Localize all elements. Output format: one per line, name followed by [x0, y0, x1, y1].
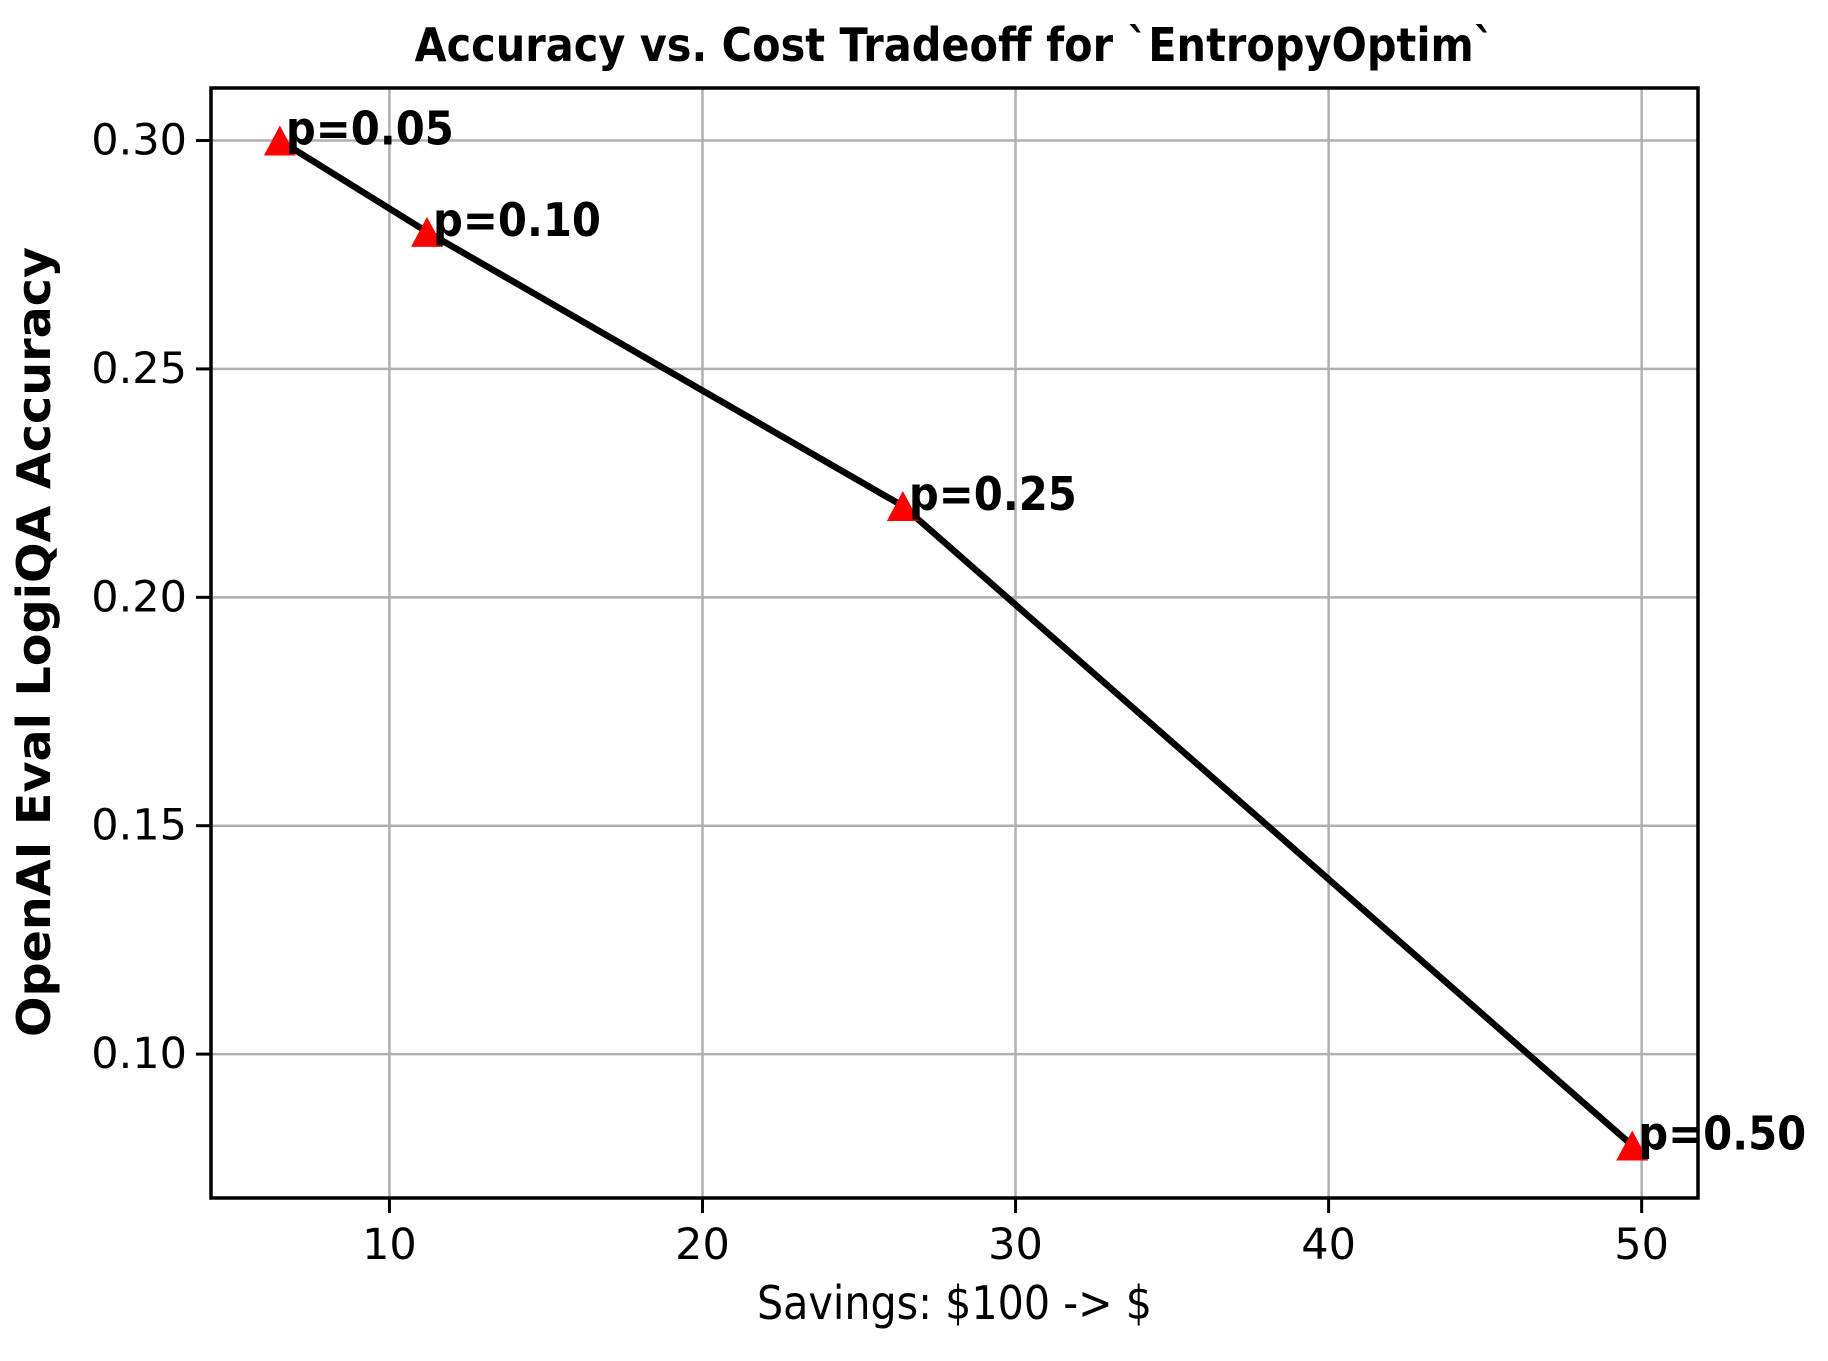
- y-tick-label: 0.10: [91, 1029, 187, 1079]
- grid-layer: [211, 88, 1698, 1198]
- tick-layer: 10 20 30 40 50 0.30 0.25 0.20 0.15 0.10: [91, 116, 1669, 1270]
- y-tick-label: 0.30: [91, 116, 187, 166]
- plot-area-border: [209, 86, 1700, 1200]
- chart-title: Accuracy vs. Cost Tradeoff for `EntropyO…: [415, 18, 1495, 72]
- axes-spines-layer: [209, 86, 1700, 1200]
- y-tick-label: 0.25: [91, 344, 187, 394]
- data-point-marker: [263, 125, 296, 156]
- data-line: [276, 137, 1636, 1149]
- y-tick-label: 0.20: [91, 572, 187, 622]
- x-tick-label: 10: [362, 1220, 417, 1270]
- x-axis-label: Savings: $100 -> $: [757, 1276, 1152, 1330]
- point-annotation: p=0.10: [433, 193, 601, 247]
- annotation-layer: p=0.05 p=0.10 p=0.25 p=0.50: [286, 102, 1806, 1161]
- x-tick-label: 30: [988, 1220, 1043, 1270]
- point-annotation: p=0.50: [1638, 1106, 1806, 1160]
- data-point-marker: [1616, 1130, 1649, 1161]
- x-tick-label: 40: [1301, 1220, 1356, 1270]
- x-tick-label: 50: [1614, 1220, 1669, 1270]
- point-annotation: p=0.05: [286, 102, 454, 156]
- data-point-marker: [411, 216, 444, 247]
- x-tick-label: 20: [675, 1220, 730, 1270]
- data-point-marker: [886, 490, 919, 521]
- y-tick-label: 0.15: [91, 801, 187, 851]
- data-layer: [263, 125, 1649, 1161]
- y-axis-label: OpenAI Eval LogiQA Accuracy: [7, 247, 61, 1037]
- point-annotation: p=0.25: [909, 467, 1077, 521]
